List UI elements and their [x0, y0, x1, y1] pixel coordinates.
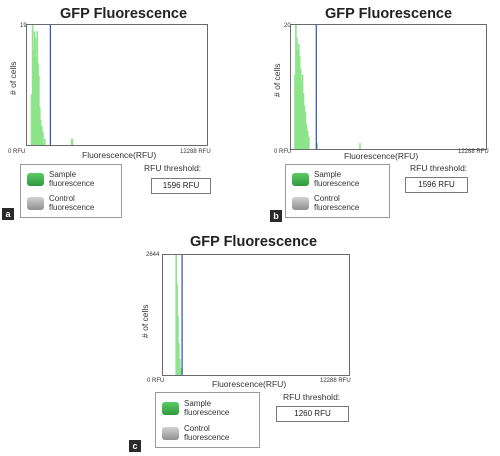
histogram-bar — [295, 25, 297, 149]
legend: Sample fluorescence Control fluorescence — [20, 164, 122, 218]
legend-item-control: Control fluorescence — [27, 194, 101, 212]
chart-title: GFP Fluorescence — [325, 6, 453, 22]
control-swatch-icon — [162, 426, 179, 440]
control-swatch-icon — [27, 196, 44, 210]
threshold-value-field: 1596 RFU — [405, 177, 468, 193]
histogram-svg — [30, 25, 74, 145]
legend: Sample fluorescence Control fluorescence — [285, 164, 390, 218]
y-max-label: 2644 — [146, 252, 160, 258]
y-axis-label: # of cells — [140, 304, 150, 338]
histogram-bar — [42, 132, 44, 145]
legend-label-sample: Sample fluorescence — [314, 170, 360, 188]
histogram-bar — [297, 49, 299, 149]
legend-label-control: Control fluorescence — [49, 194, 95, 212]
sample-swatch-icon — [27, 172, 44, 186]
chart-title: GFP Fluorescence — [190, 234, 318, 250]
panel-tag-a: a — [2, 208, 14, 220]
x-axis-label: Fluorescence(RFU) — [212, 379, 287, 389]
legend-label-control: Control fluorescence — [314, 194, 360, 212]
histogram-bar — [41, 126, 43, 145]
y-axis-label: # of cells — [8, 61, 18, 95]
histogram-bar — [300, 80, 303, 149]
histogram-bar — [37, 62, 39, 145]
histogram-bar — [296, 37, 298, 149]
y-axis-label: # of cells — [272, 63, 282, 97]
histogram-bar — [299, 68, 302, 149]
threshold-value-field: 1596 RFU — [151, 178, 211, 194]
histogram-plot — [162, 254, 350, 376]
histogram-bar — [33, 31, 36, 145]
legend: Sample fluorescence Control fluorescence — [155, 392, 260, 448]
histogram-bar — [180, 368, 182, 375]
threshold-label: RFU threshold: — [410, 163, 468, 173]
histogram-bar — [302, 93, 305, 149]
histogram-bar — [38, 75, 40, 145]
chart-title: GFP Fluorescence — [60, 6, 188, 22]
x-min-label: 0 RFU — [274, 149, 292, 155]
histogram-bar — [306, 130, 309, 149]
histogram-bar — [303, 105, 306, 149]
histogram-bar — [70, 138, 73, 145]
sample-swatch-icon — [162, 401, 179, 415]
panel-tag-c: c — [129, 440, 141, 452]
legend-label-sample: Sample fluorescence — [184, 399, 230, 417]
histogram-bar — [301, 74, 304, 149]
histogram-bar — [39, 119, 42, 145]
histogram-bar — [179, 359, 181, 375]
histogram-bar — [39, 107, 41, 145]
histogram-bar — [178, 343, 180, 375]
y-max-label: 20 — [284, 23, 291, 29]
panel-tag-b: b — [270, 210, 282, 222]
histogram-bar — [316, 142, 318, 149]
y-max-label: 19 — [20, 23, 27, 29]
threshold-label: RFU threshold: — [283, 392, 341, 402]
histogram-svg — [294, 25, 361, 149]
histogram-bar — [176, 284, 178, 375]
histogram-bar — [359, 142, 361, 149]
histogram-plot — [290, 24, 487, 150]
x-max-label: 12288 RFU — [180, 149, 211, 155]
histogram-bar — [71, 138, 74, 145]
histogram-bar — [304, 111, 307, 149]
histogram-bar — [298, 56, 301, 149]
legend-item-control: Control fluorescence — [292, 194, 366, 212]
histogram-svg — [175, 255, 183, 375]
histogram-bar — [30, 94, 33, 145]
histogram-bar — [305, 124, 308, 149]
sample-swatch-icon — [292, 172, 309, 186]
histogram-bar — [35, 56, 38, 145]
x-min-label: 0 RFU — [147, 378, 165, 384]
histogram-bar — [44, 138, 46, 145]
histogram-bar — [36, 31, 38, 145]
x-min-label: 0 RFU — [8, 149, 26, 155]
threshold-label: RFU threshold: — [144, 163, 202, 173]
threshold-value-field: 1260 RFU — [276, 406, 349, 422]
histogram-bar — [31, 25, 34, 145]
legend-item-sample: Sample fluorescence — [162, 399, 236, 417]
histogram-plot — [26, 24, 208, 146]
histogram-bar — [175, 255, 177, 375]
legend-item-control: Control fluorescence — [162, 424, 236, 442]
x-axis-label: Fluorescence(RFU) — [82, 150, 157, 160]
x-max-label: 12288 RFU — [320, 378, 351, 384]
legend-label-sample: Sample fluorescence — [49, 170, 95, 188]
x-axis-label: Fluorescence(RFU) — [344, 151, 419, 161]
histogram-bar — [298, 43, 300, 149]
histogram-bar — [177, 316, 179, 375]
legend-label-control: Control fluorescence — [184, 424, 230, 442]
control-swatch-icon — [292, 196, 309, 210]
histogram-bar — [34, 37, 37, 145]
histogram-bar — [294, 74, 296, 149]
histogram-bar — [308, 136, 310, 149]
x-max-label: 12288 RFU — [458, 149, 489, 155]
legend-item-sample: Sample fluorescence — [27, 170, 101, 188]
legend-item-sample: Sample fluorescence — [292, 170, 366, 188]
